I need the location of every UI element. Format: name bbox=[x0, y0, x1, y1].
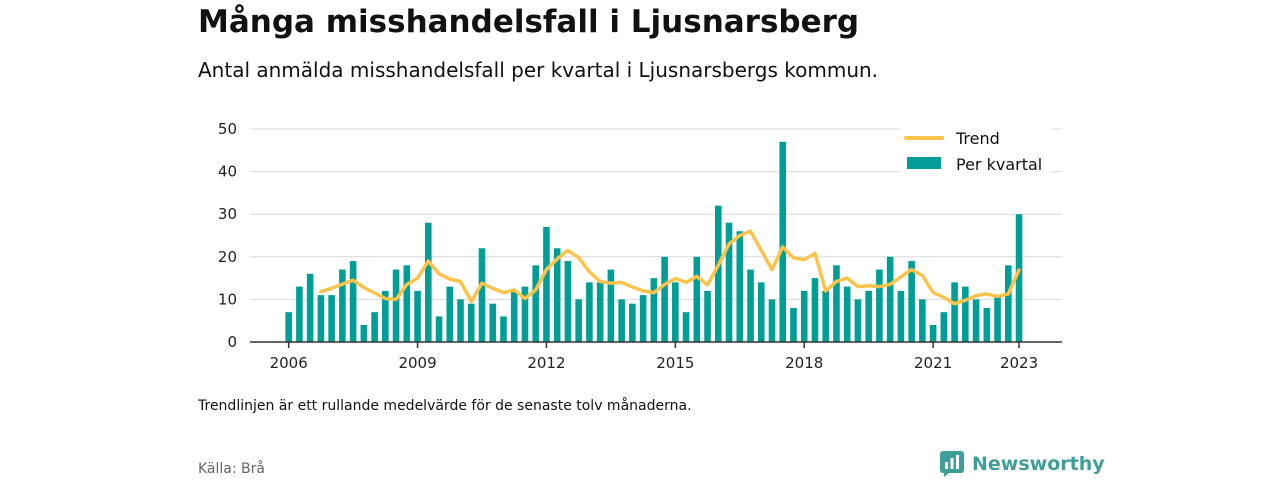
bar bbox=[435, 316, 443, 342]
bar bbox=[661, 256, 668, 342]
bar bbox=[704, 290, 711, 342]
bar bbox=[553, 248, 561, 342]
bar bbox=[478, 248, 486, 342]
y-tick-label: 20 bbox=[218, 248, 237, 266]
brand-logo: Newsworthy bbox=[940, 451, 1105, 477]
bar bbox=[682, 312, 690, 342]
bar bbox=[672, 282, 679, 342]
bar bbox=[725, 222, 733, 342]
bar bbox=[510, 290, 518, 342]
legend: Trend Per kvartal bbox=[900, 124, 1052, 176]
source-label: Källa: Brå bbox=[198, 461, 265, 477]
x-tick-label: 2006 bbox=[270, 354, 308, 372]
bar bbox=[285, 312, 292, 342]
bar bbox=[521, 286, 529, 342]
bar bbox=[736, 231, 744, 342]
trend-line bbox=[319, 229, 1021, 306]
bar bbox=[457, 299, 464, 342]
legend-bar-swatch bbox=[907, 157, 941, 169]
y-axis-ticks: 0 10 20 30 40 50 bbox=[218, 120, 237, 351]
bar bbox=[306, 273, 314, 342]
legend-trend-label: Trend bbox=[955, 129, 1000, 148]
chart-subtitle: Antal anmälda misshandelsfall per kvarta… bbox=[198, 58, 879, 82]
bar bbox=[639, 295, 647, 342]
bar bbox=[596, 282, 604, 342]
bar bbox=[339, 269, 346, 342]
bar bbox=[843, 286, 851, 342]
x-tick-label: 2021 bbox=[914, 354, 952, 372]
legend-bar-label: Per kvartal bbox=[956, 155, 1042, 174]
bar bbox=[650, 278, 658, 342]
y-tick-label: 40 bbox=[218, 163, 237, 181]
bar bbox=[607, 269, 615, 342]
bar bbox=[543, 226, 550, 342]
bar bbox=[446, 286, 454, 342]
bar bbox=[951, 282, 958, 342]
y-tick-label: 30 bbox=[218, 205, 237, 223]
bar bbox=[822, 290, 830, 342]
bar bbox=[629, 303, 636, 342]
bar bbox=[747, 269, 754, 342]
x-axis-ticks: 2006 2009 2012 2015 2018 2021 2023 bbox=[270, 342, 1038, 372]
bar bbox=[382, 290, 389, 342]
bar bbox=[972, 299, 980, 342]
brand-name: Newsworthy bbox=[972, 453, 1105, 475]
bar bbox=[757, 282, 765, 342]
bar bbox=[564, 261, 572, 342]
bar bbox=[618, 299, 625, 342]
bar bbox=[1015, 214, 1023, 342]
bar bbox=[790, 307, 797, 342]
newsworthy-logo-icon bbox=[940, 451, 964, 477]
bar bbox=[833, 265, 840, 342]
bar bbox=[328, 295, 335, 342]
bar bbox=[865, 290, 872, 342]
bar bbox=[919, 299, 926, 342]
bar bbox=[467, 303, 475, 342]
bar bbox=[940, 312, 948, 342]
bar bbox=[489, 303, 497, 342]
bar bbox=[403, 265, 411, 342]
bar bbox=[994, 295, 1001, 342]
x-tick-label: 2009 bbox=[398, 354, 436, 372]
bar bbox=[714, 205, 722, 342]
chart-title: Många misshandelsfall i Ljusnarsberg bbox=[198, 4, 860, 40]
footnote: Trendlinjen är ett rullande medelvärde f… bbox=[198, 398, 692, 414]
x-tick-label: 2023 bbox=[1000, 354, 1038, 372]
bar bbox=[1004, 265, 1012, 342]
x-tick-label: 2012 bbox=[527, 354, 565, 372]
bar bbox=[586, 282, 593, 342]
bar bbox=[983, 307, 991, 342]
y-tick-label: 0 bbox=[227, 333, 237, 351]
bar bbox=[575, 299, 582, 342]
bar bbox=[800, 290, 808, 342]
trend-series bbox=[319, 229, 1021, 306]
bar bbox=[371, 312, 378, 342]
bar bbox=[414, 290, 421, 342]
bar bbox=[811, 278, 819, 342]
x-tick-label: 2015 bbox=[656, 354, 694, 372]
x-tick-label: 2018 bbox=[785, 354, 823, 372]
bar bbox=[296, 286, 303, 342]
chart-svg: 0 10 20 30 40 50 2006 2009 2012 2015 2018 2021 2023… bbox=[218, 120, 1062, 372]
bar bbox=[929, 324, 937, 342]
bar bbox=[908, 261, 915, 342]
bar bbox=[854, 299, 862, 342]
y-tick-label: 10 bbox=[218, 290, 237, 308]
bar bbox=[768, 299, 776, 342]
bar bbox=[317, 295, 325, 342]
bar bbox=[962, 286, 969, 342]
bar bbox=[779, 141, 787, 342]
bar bbox=[500, 316, 507, 342]
bar-series bbox=[285, 141, 1023, 342]
bar bbox=[886, 256, 894, 342]
y-tick-label: 50 bbox=[218, 120, 237, 138]
bar bbox=[349, 261, 357, 342]
bar bbox=[532, 265, 540, 342]
bar bbox=[897, 290, 905, 342]
bar bbox=[360, 324, 368, 342]
bar bbox=[876, 269, 883, 342]
bar bbox=[392, 269, 400, 342]
bar bbox=[424, 222, 432, 342]
bar bbox=[693, 256, 701, 342]
